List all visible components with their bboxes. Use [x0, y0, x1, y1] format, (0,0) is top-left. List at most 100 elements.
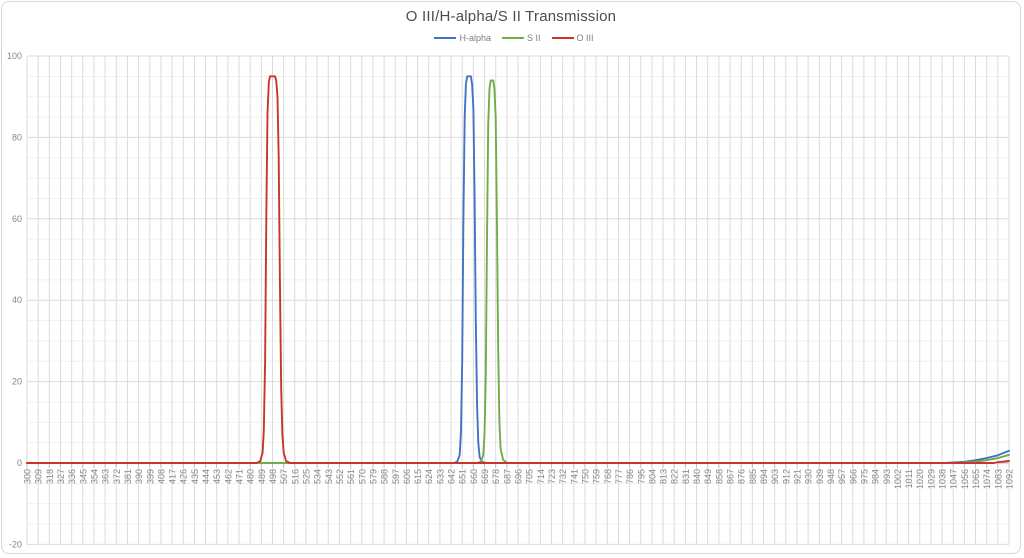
x-tick-label: 1056: [960, 469, 970, 489]
x-tick-label: 417: [168, 469, 178, 484]
x-tick-label: 480: [246, 469, 256, 484]
x-tick-label: 381: [123, 469, 133, 484]
x-tick-label: 894: [759, 469, 769, 484]
x-tick-label: 705: [525, 469, 535, 484]
x-tick-label: 327: [56, 469, 66, 484]
x-tick-label: 543: [324, 469, 334, 484]
x-tick-label: 435: [190, 469, 200, 484]
x-tick-label: 570: [357, 469, 367, 484]
chart-title: O III/H-alpha/S II Transmission: [405, 8, 617, 25]
x-tick-label: 633: [435, 469, 445, 484]
x-tick-label: 1020: [915, 469, 925, 489]
x-tick-label: 930: [804, 469, 814, 484]
legend-label: H-alpha: [459, 33, 491, 43]
x-tick-label: 885: [748, 469, 758, 484]
x-tick-label: 507: [279, 469, 289, 484]
x-tick-label: 615: [413, 469, 423, 484]
x-tick-label: 453: [212, 469, 222, 484]
x-tick-label: 444: [201, 469, 211, 484]
x-tick-label: 489: [257, 469, 267, 484]
x-tick-label: 363: [101, 469, 111, 484]
x-tick-label: 678: [491, 469, 501, 484]
x-tick-label: 849: [703, 469, 713, 484]
x-tick-label: 336: [67, 469, 77, 484]
x-tick-label: 1083: [993, 469, 1003, 489]
x-tick-label: 876: [737, 469, 747, 484]
x-tick-label: 309: [34, 469, 44, 484]
x-tick-label: 939: [815, 469, 825, 484]
x-tick-label: 1002: [893, 469, 903, 489]
x-tick-label: 813: [659, 469, 669, 484]
x-tick-label: 642: [447, 469, 457, 484]
legend-item-o-iii: O III: [546, 33, 594, 43]
x-tick-label: 426: [179, 469, 189, 484]
y-axis-labels: 100 80 60 40 20 0 -20: [7, 51, 22, 549]
series-line-o-iii: [26, 75, 1010, 464]
x-tick-label: 714: [536, 469, 546, 484]
x-tick-label: 561: [346, 469, 356, 484]
y-tick-label: 60: [12, 214, 22, 224]
x-tick-label: 921: [792, 469, 802, 484]
x-tick-label: 858: [714, 469, 724, 484]
x-tick-label: 660: [469, 469, 479, 484]
x-tick-label: 597: [391, 469, 401, 484]
x-tick-label: 750: [580, 469, 590, 484]
x-tick-label: 975: [859, 469, 869, 484]
x-tick-label: 372: [112, 469, 122, 484]
x-tick-label: 867: [726, 469, 736, 484]
x-tick-label: 966: [848, 469, 858, 484]
x-tick-label: 354: [89, 469, 99, 484]
x-tick-label: 687: [502, 469, 512, 484]
x-tick-label: 588: [380, 469, 390, 484]
y-tick-label: 40: [12, 295, 22, 305]
x-tick-label: 408: [156, 469, 166, 484]
x-tick-label: 795: [636, 469, 646, 484]
x-tick-label: 1065: [971, 469, 981, 489]
legend-item-s-ii: S II: [496, 33, 541, 43]
x-tick-label: 471: [235, 469, 245, 484]
x-tick-label: 651: [458, 469, 468, 484]
x-tick-label: 741: [569, 469, 579, 484]
x-tick-label: 525: [301, 469, 311, 484]
y-tick-label: -20: [9, 539, 22, 549]
x-tick-label: 804: [647, 469, 657, 484]
x-tick-label: 732: [558, 469, 568, 484]
x-tick-label: 669: [480, 469, 490, 484]
legend-label: O III: [576, 33, 594, 43]
x-tick-label: 624: [424, 469, 434, 484]
x-tick-label: 957: [837, 469, 847, 484]
x-tick-label: 948: [826, 469, 836, 484]
x-tick-label: 579: [368, 469, 378, 484]
series-lines: [26, 75, 1010, 464]
legend: H-alpha S II O III: [2, 33, 1020, 43]
x-tick-label: 984: [871, 469, 881, 484]
x-tick-label: 399: [145, 469, 155, 484]
x-tick-label: 993: [882, 469, 892, 484]
x-tick-label: 345: [78, 469, 88, 484]
x-tick-label: 912: [781, 469, 791, 484]
x-tick-label: 1011: [904, 469, 914, 488]
y-tick-label: 100: [7, 51, 22, 61]
legend-swatch-s-ii: [502, 37, 524, 39]
x-tick-label: 390: [134, 469, 144, 484]
x-axis-labels: 300 309 318 327 336 345 354 363 372 381 390 399 408 4…: [23, 469, 1015, 489]
x-tick-label: 318: [45, 469, 55, 484]
legend-swatch-o-iii: [551, 37, 574, 39]
x-tick-label: 1047: [949, 469, 959, 489]
x-tick-label: 534: [313, 469, 323, 484]
legend-item-h-alpha: H-alpha: [428, 33, 491, 43]
x-tick-label: 840: [692, 469, 702, 484]
x-tick-label: 822: [670, 469, 680, 484]
x-tick-label: 786: [625, 469, 635, 484]
y-tick-label: 20: [12, 377, 22, 387]
x-tick-label: 1029: [926, 469, 936, 489]
x-tick-label: 831: [681, 469, 691, 484]
x-tick-label: 759: [592, 469, 602, 484]
x-tick-label: 552: [335, 469, 345, 484]
x-tick-label: 723: [547, 469, 557, 484]
x-tick-label: 606: [402, 469, 412, 484]
legend-label: S II: [527, 33, 541, 43]
x-tick-label: 768: [603, 469, 613, 484]
